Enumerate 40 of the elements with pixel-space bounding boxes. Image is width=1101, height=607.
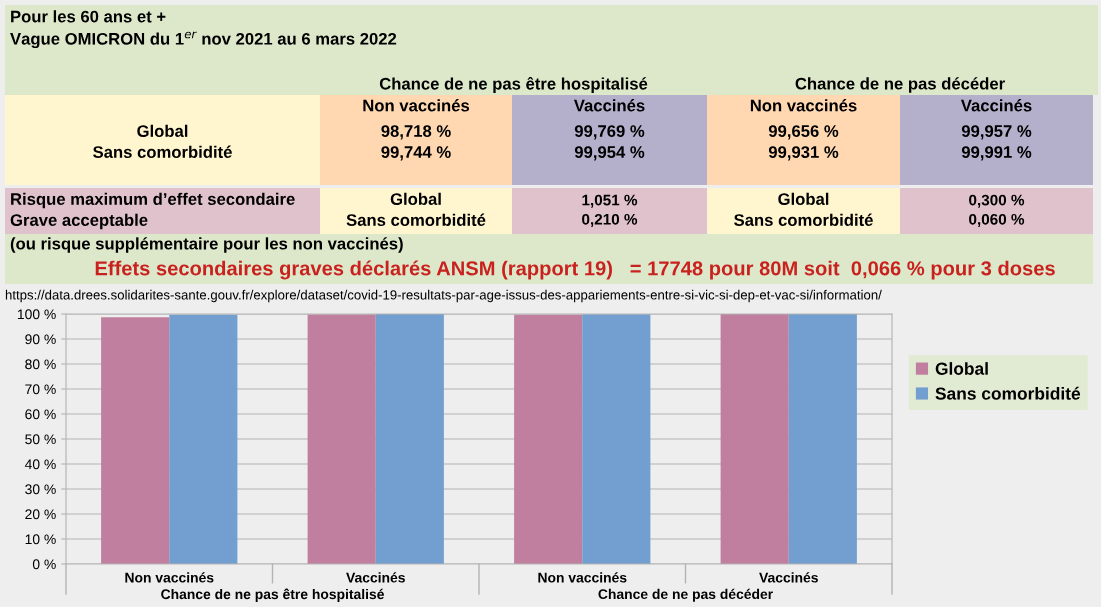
text: Vaccinés bbox=[573, 99, 645, 112]
y-tick-label: 10 % bbox=[25, 534, 56, 545]
text: Vaccinés bbox=[960, 99, 1032, 112]
text: Chance de ne pas être hospitalisé bbox=[379, 77, 648, 93]
text: (ou risque supplémentaire pour les non vaccinés) bbox=[10, 237, 403, 253]
text: 99,957 % 99,991 % bbox=[961, 125, 1032, 161]
text: Effets secondaires graves déclarés ANSM (rapport 19) = 17748 pour 80M soit 0,066 % pour 3 doses bbox=[95, 260, 1055, 280]
y-tick-label: 90 % bbox=[25, 334, 56, 345]
y-tick-label: 70 % bbox=[25, 384, 56, 395]
y-tick-label: 60 % bbox=[25, 409, 56, 420]
chart-subtitle: Vague OMICRON du 1$^{er}$ nov 2021 au 6 mars 2022 bbox=[10, 31, 397, 49]
text: 0,300 % 0,060 % bbox=[969, 194, 1025, 227]
text: Non vaccinés bbox=[750, 99, 857, 112]
y-tick-label: 50 % bbox=[25, 434, 56, 445]
legend-label: Global bbox=[935, 362, 988, 375]
text: Chance de ne pas décéder bbox=[795, 77, 1005, 93]
x-tick-label: Non vaccinés bbox=[538, 572, 627, 583]
text: Global Sans comorbidité bbox=[93, 124, 232, 158]
y-tick-label: 100 % bbox=[17, 309, 56, 320]
text: 99,656 % 99,931 % bbox=[768, 125, 839, 161]
text: Non vaccinés bbox=[363, 99, 470, 112]
text: Global Sans comorbidité bbox=[734, 192, 873, 226]
y-tick-label: 20 % bbox=[25, 509, 56, 520]
y-tick-label: 0 % bbox=[32, 559, 56, 570]
legend-label: Sans comorbidité bbox=[935, 386, 1081, 400]
chart-title: Pour les 60 ans et + bbox=[11, 10, 166, 23]
y-tick-label: 40 % bbox=[24, 459, 56, 470]
text: 99,769 % 99,954 % bbox=[574, 125, 645, 161]
text: 1,051 % 0,210 % bbox=[582, 194, 638, 227]
text: Chance de ne pas être hospitalisé bbox=[161, 588, 384, 602]
y-tick-label: 30 % bbox=[25, 484, 56, 495]
text: Risque maximum d’effet secondaire Grave acceptable bbox=[10, 192, 295, 230]
text: Global Sans comorbidité bbox=[346, 192, 486, 226]
text: Chance de ne pas décéder bbox=[598, 588, 773, 602]
text: https://data.drees.solidarites-sante.gouv.fr/explore/dataset/covid-19-resultats-par-age-issus-des-appariements-entre-si-vic-si-dep-et-vac-si/information/ bbox=[5, 289, 882, 303]
x-tick-label: Non vaccinés bbox=[125, 572, 214, 583]
x-tick-label: Vaccinés bbox=[346, 572, 405, 583]
text: 98,718 % 99,744 % bbox=[381, 125, 451, 161]
x-tick-label: Vaccinés bbox=[759, 572, 818, 583]
y-tick-label: 80 % bbox=[25, 359, 56, 370]
